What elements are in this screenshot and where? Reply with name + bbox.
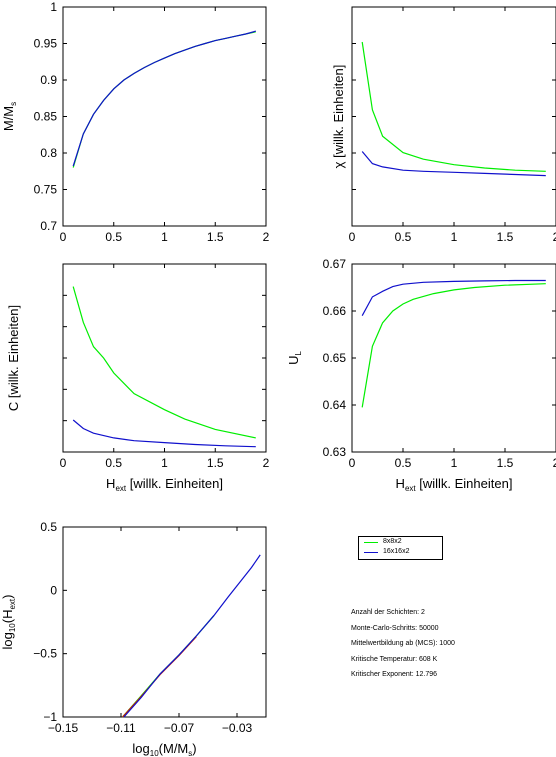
info-line: Anzahl der Schichten: 2 [351,609,425,616]
y-axis-label: C [willk. Einheiten] [6,305,21,411]
x-tick-label: 0 [349,230,356,244]
x-tick-label: 0 [349,456,356,470]
legend-item: 8x8x2 [359,537,442,547]
legend-swatch [364,552,378,553]
series-line-16x16x2 [361,151,546,177]
plot-frame [62,526,267,718]
y-axis-label: χ [willk. Einheiten] [331,65,346,169]
info-line: Kritischer Exponent: 12.796 [351,671,437,678]
series-line-8x8x2 [72,31,256,168]
x-tick-label: 1.5 [497,230,514,244]
series-line-8x8x2 [72,286,256,439]
x-tick-label: −0.11 [106,721,136,735]
y-tick-label: 0.75 [34,183,58,197]
x-tick-label: 2 [263,456,270,470]
info-line: Mittelwertbildung ab (MCS): 1000 [351,640,455,647]
series-line-16x16x2 [72,30,256,167]
plot-log: −0.15 −0.11 −0.07 −0.03 −1 −0.5 0 0.5 log10(M/Ms… [0,520,267,757]
y-tick-label: −0.5 [33,647,57,661]
x-tick-label: 0.5 [105,230,122,244]
y-axis-label: log10(Hext) [0,595,17,650]
legend: 8x8x2 16x16x2 [358,536,443,560]
plot-chi: 0 0.5 1 1.5 2 χ [willk. Einheiten] [331,6,556,244]
x-tick-label: −0.07 [164,721,195,735]
info-line: Monte-Carlo-Schritts: 50000 [351,624,439,632]
y-tick-label: 0.65 [323,351,347,365]
y-tick-label: 0.64 [323,398,347,412]
legend-swatch [364,542,378,543]
x-tick-label: −0.03 [222,721,253,735]
y-tick-label: 0.9 [40,73,57,87]
y-tick-label: 1 [50,0,57,14]
y-tick-label: 0.67 [323,257,347,271]
x-axis-label: log10(M/Ms) [132,741,196,757]
legend-label: 8x8x2 [383,538,402,545]
x-tick-label: 1 [451,456,458,470]
series-line-16x16x2 [72,419,256,448]
plot-c: 0 0.5 1 1.5 2 Hext [willk. Einheiten] C [willk… [6,263,270,493]
plot-m: 0 0.5 1 1.5 2 0.7 0.75 0.8 0.85 0.9 0.95 1 M/Ms [1,0,270,244]
x-tick-label: 2 [553,230,556,244]
plot-frame [351,6,556,227]
x-tick-label: −0.15 [48,721,79,735]
plot-frame [351,263,556,453]
y-tick-label: 0.66 [323,304,347,318]
x-tick-label: 0.5 [395,230,412,244]
x-axis-label: Hext [willk. Einheiten] [106,476,223,493]
y-tick-label: 0.7 [40,219,57,233]
plot-ul: 0 0.5 1 1.5 2 0.63 0.64 0.65 0.66 0.67 Hext [willk… [286,257,556,493]
x-tick-label: 1 [161,456,168,470]
series-line-8x8x2 [361,41,546,172]
x-tick-label: 0 [60,456,67,470]
info-line: Kritische Temperatur: 608 K [351,655,438,663]
plot-frame [62,6,267,227]
x-tick-label: 2 [553,456,556,470]
series-line-8x8x2 [361,283,546,408]
x-tick-label: 0.5 [105,456,122,470]
x-tick-label: 0.5 [395,456,412,470]
x-tick-label: 1.5 [207,230,224,244]
y-tick-label: 0.63 [323,445,347,459]
simulation-info: Anzahl der Schichten: 2 Monte-Carlo-Schr… [351,605,455,683]
y-tick-label: 0.5 [40,520,57,534]
y-axis-label: UL [286,351,303,365]
x-tick-label: 2 [263,230,270,244]
y-tick-label: 0.95 [34,37,58,51]
y-tick-label: 0.85 [34,110,58,124]
series-line-16x16x2 [361,279,546,316]
y-axis-label: M/Ms [1,102,18,131]
x-tick-label: 1.5 [207,456,224,470]
plot-frame [62,263,267,453]
series-line-16x16x2 [123,554,261,718]
x-tick-label: 1 [451,230,458,244]
x-tick-label: 1.5 [497,456,514,470]
y-tick-label: 0 [50,583,57,597]
y-tick-label: 0.8 [40,146,57,160]
legend-item: 16x16x2 [359,547,442,557]
y-tick-label: −1 [43,710,57,724]
x-axis-label: Hext [willk. Einheiten] [396,476,513,493]
x-tick-label: 0 [60,230,67,244]
legend-label: 16x16x2 [383,548,410,555]
x-tick-label: 1 [161,230,168,244]
